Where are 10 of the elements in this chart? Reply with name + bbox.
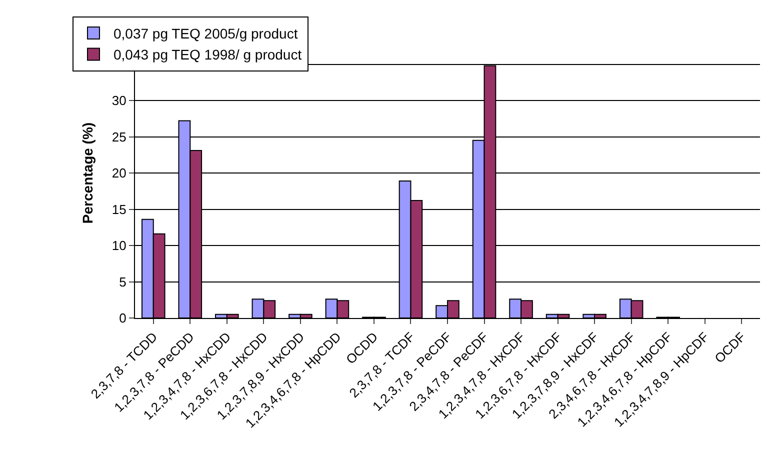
y-tick-label: 20 [112, 166, 126, 181]
y-axis-title: Percentage (%) [80, 122, 96, 224]
legend-label: 0,037 pg TEQ 2005/g product [114, 25, 298, 42]
y-tick-label: 15 [112, 202, 126, 217]
y-tick-label: 5 [119, 274, 126, 290]
y-tick-label: 25 [112, 129, 126, 144]
y-tick-label: 30 [112, 93, 126, 108]
legend-label: 0,043 pg TEQ 1998/ g product [114, 46, 302, 63]
y-tick-label: 0 [119, 310, 126, 326]
y-tick-label: 10 [112, 238, 126, 254]
